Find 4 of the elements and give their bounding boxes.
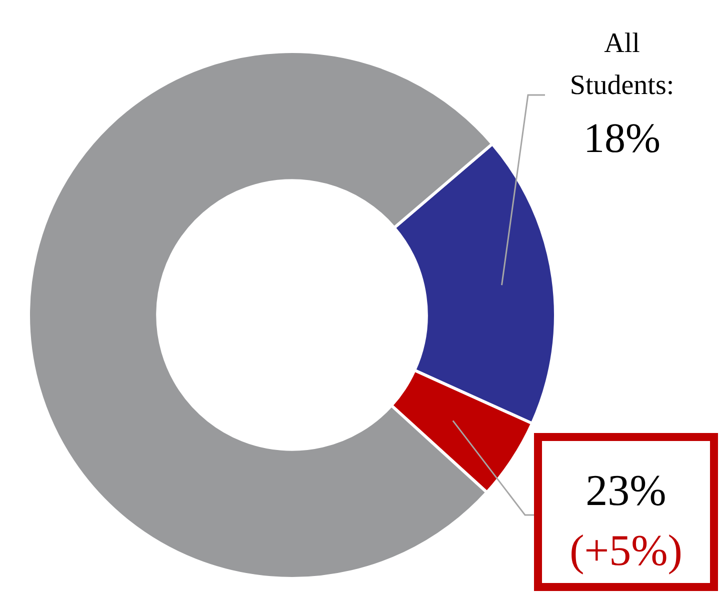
- text: (+5%): [570, 526, 682, 575]
- text: 23%: [586, 466, 666, 515]
- text: All Students:: [570, 28, 674, 101]
- text: 18%: [584, 116, 660, 162]
